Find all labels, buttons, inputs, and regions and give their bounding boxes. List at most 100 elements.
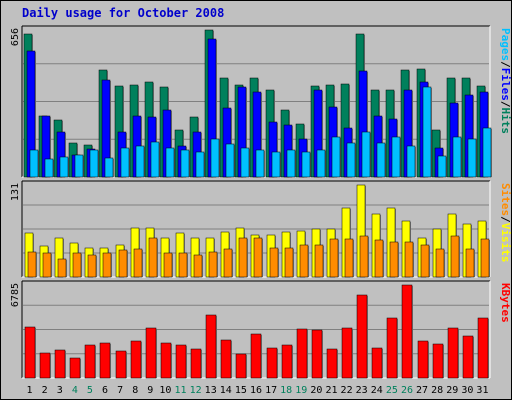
bar-sites [87,254,97,278]
x-tick-label: 14 [220,385,232,396]
bar-pages [331,136,341,178]
bar-pages [225,143,235,178]
bar-kbytes [205,314,217,379]
bar-pages [210,138,220,178]
bar-sites [344,238,354,278]
bar-kbytes [296,328,308,379]
bar-kbytes [371,347,383,379]
bar-sites [238,237,248,278]
bar-kbytes [356,294,368,379]
x-tick-label: 1 [27,385,33,396]
bar-pages [361,131,371,178]
x-tick-label: 17 [265,385,277,396]
bar-sites [404,241,414,278]
x-tick-label: 2 [42,385,48,396]
bar-pages [255,149,265,178]
x-tick-label: 3 [57,385,63,396]
legend-sites: Sites [499,183,512,216]
x-tick-label: 9 [147,385,153,396]
bar-pages [376,142,386,178]
bar-kbytes [386,317,398,379]
bar-sites [284,247,294,278]
bar-kbytes [54,349,66,379]
bar-kbytes [39,352,51,379]
x-tick-label: 23 [356,385,368,396]
series-legend-label: KBytes [499,283,512,323]
bar-sites [435,248,445,278]
legend-visits: Visits [499,223,512,263]
y-max-label: 656 [10,28,21,46]
bar-kbytes [401,284,413,379]
x-tick-label: 21 [325,385,337,396]
bar-sites [118,249,128,278]
bar-kbytes [115,350,127,379]
bar-pages [135,145,145,178]
bar-kbytes [99,342,111,379]
bar-pages [271,151,281,178]
x-tick-label: 4 [72,385,78,396]
bar-sites [420,244,430,278]
bar-pages [104,157,114,178]
bar-kbytes [326,348,338,379]
x-tick-label: 30 [461,385,473,396]
bar-pages [406,145,416,178]
legend-separator: / [499,61,512,68]
bar-pages [195,151,205,178]
bar-sites [72,252,82,278]
bar-kbytes [266,347,278,379]
bar-pages [391,136,401,178]
bar-sites [163,252,173,278]
x-tick-label: 29 [446,385,458,396]
bar-sites [253,237,263,278]
bar-sites [133,248,143,278]
bar-sites [208,251,218,278]
bar-sites [178,252,188,278]
bar-kbytes [220,339,232,379]
bar-sites [450,235,460,278]
legend-files: Files [499,68,512,101]
x-tick-label: 12 [190,385,202,396]
bar-pages [286,149,296,178]
legend-separator: / [499,216,512,223]
y-max-label: 131 [10,183,21,201]
bar-sites [299,244,309,278]
x-tick-label: 27 [416,385,428,396]
bar-pages [422,86,432,178]
chart-title: Daily usage for October 2008 [22,6,225,20]
bar-kbytes [432,343,444,379]
bar-kbytes [24,326,36,379]
bar-pages [74,154,84,178]
bar-sites [374,239,384,278]
x-tick-label: 28 [431,385,443,396]
bar-sites [223,248,233,278]
bar-kbytes [130,340,142,379]
bar-kbytes [160,342,172,379]
bar-sites [193,254,203,278]
bar-pages [44,158,54,178]
bar-pages [180,149,190,178]
y-max-label: 6785 [10,283,21,307]
bar-pages [165,147,175,178]
x-tick-label: 20 [310,385,322,396]
x-tick-label: 15 [235,385,247,396]
x-tick-label: 19 [295,385,307,396]
series-legend-label: Pages/Files/Hits [499,28,512,134]
x-tick-label: 5 [87,385,93,396]
bar-sites [359,235,369,278]
bar-sites [102,252,112,278]
bar-kbytes [462,335,474,379]
bar-kbytes [69,357,81,379]
bar-pages [346,142,356,178]
bar-pages [482,127,492,178]
x-tick-label: 7 [117,385,123,396]
legend-kbytes: KBytes [499,283,512,323]
bar-kbytes [175,344,187,379]
bar-kbytes [84,344,96,379]
bar-sites [480,238,490,278]
x-tick-label: 8 [132,385,138,396]
legend-separator: / [499,101,512,108]
x-tick-label: 16 [250,385,262,396]
bar-kbytes [447,327,459,379]
bar-kbytes [341,327,353,379]
